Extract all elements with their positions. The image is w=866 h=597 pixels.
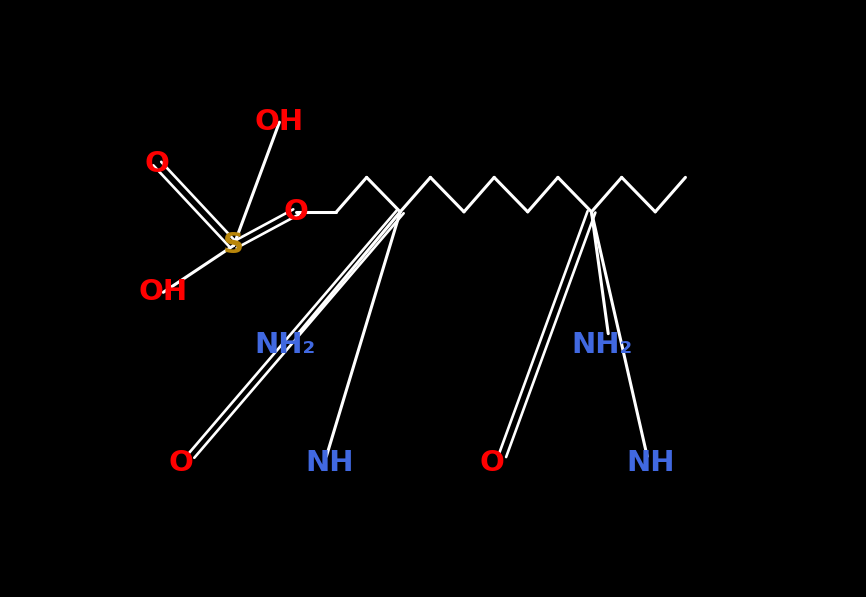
Text: O: O (480, 450, 505, 477)
Text: O: O (168, 450, 193, 477)
Text: NH: NH (306, 450, 354, 477)
Text: OH: OH (139, 278, 188, 306)
Text: O: O (145, 150, 170, 177)
Text: OH: OH (255, 108, 304, 136)
Text: NH₂: NH₂ (254, 331, 315, 359)
Text: NH: NH (626, 450, 675, 477)
Text: S: S (223, 232, 244, 260)
Text: NH₂: NH₂ (571, 331, 632, 359)
Text: O: O (284, 198, 308, 226)
